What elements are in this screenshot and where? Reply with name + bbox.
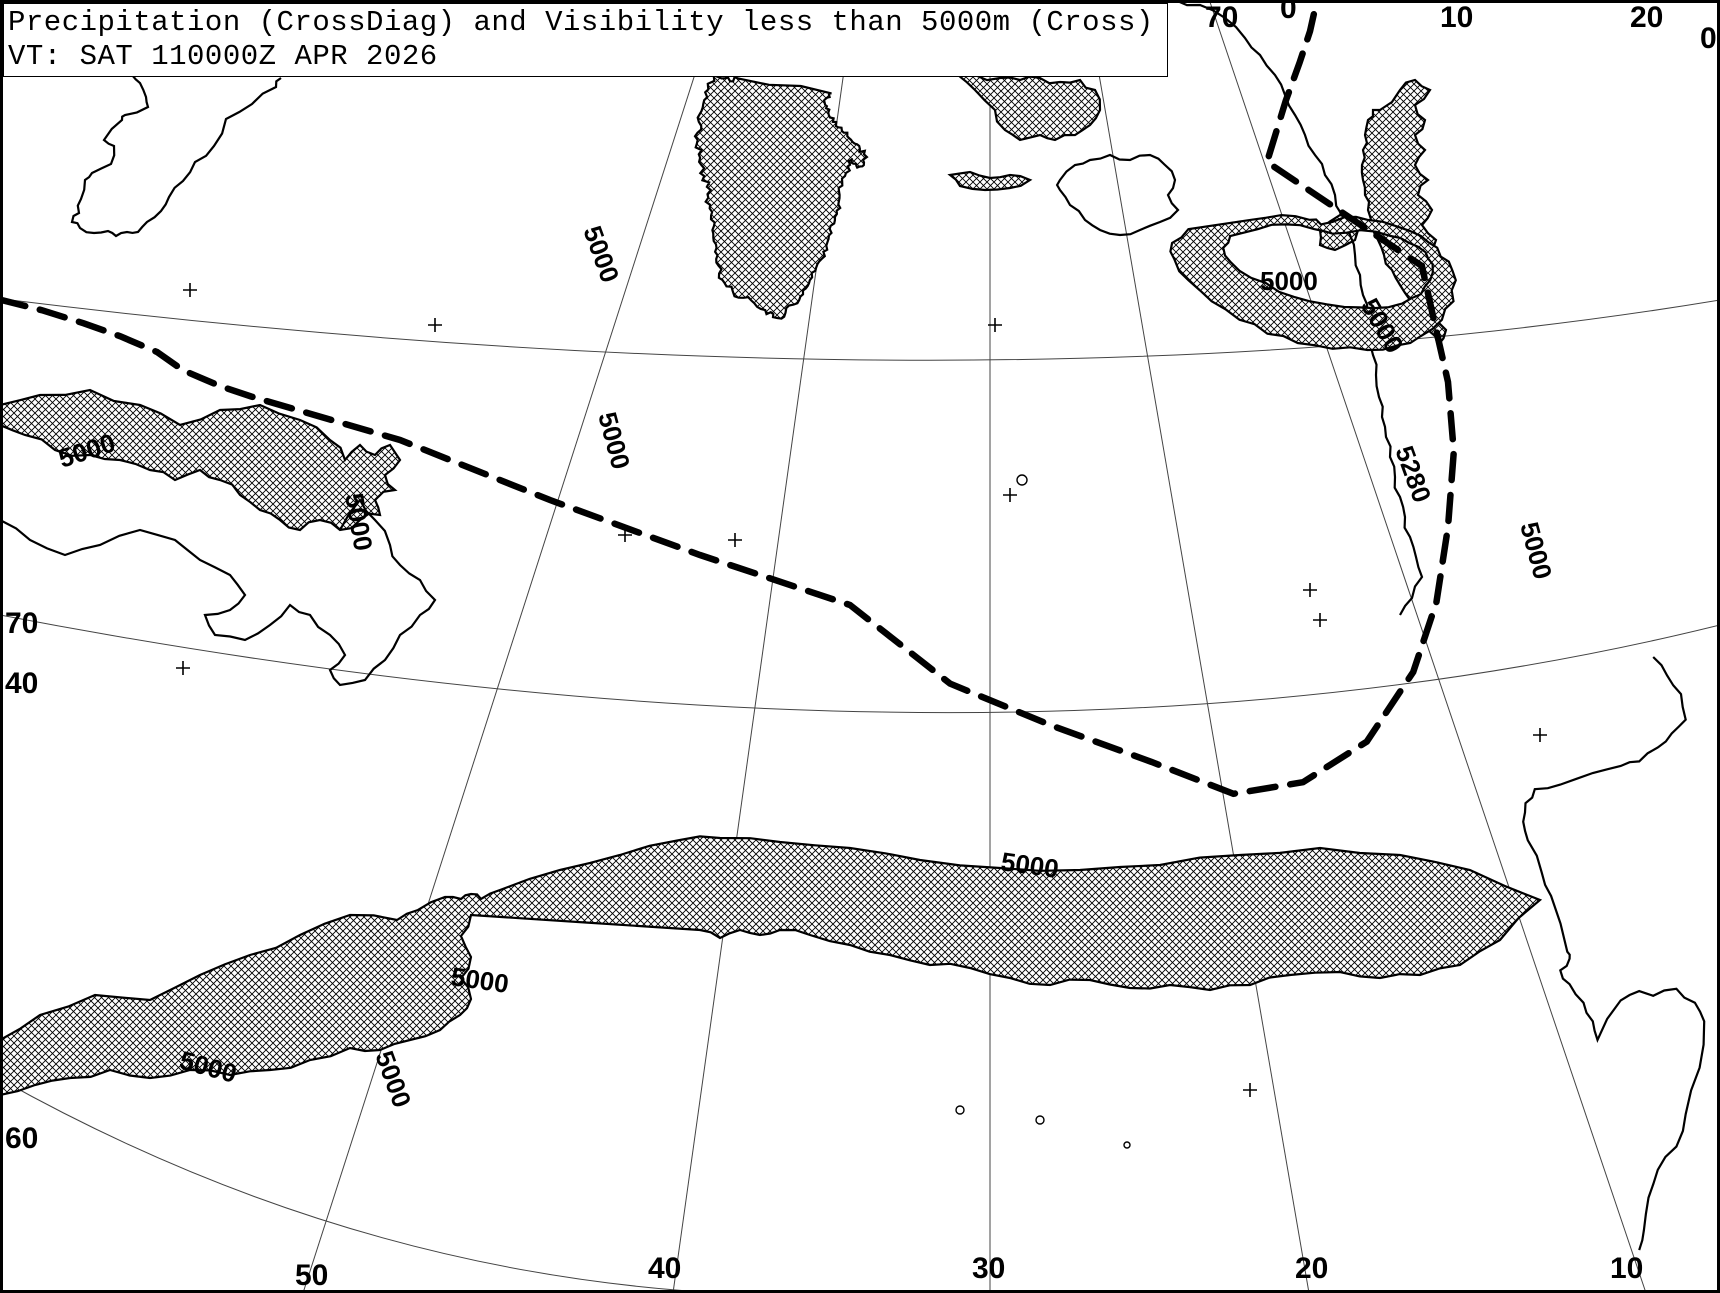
svg-text:40: 40 (648, 1252, 681, 1285)
svg-text:5280: 5280 (1389, 442, 1437, 507)
svg-text:20: 20 (1295, 1252, 1328, 1285)
svg-text:0: 0 (1700, 22, 1717, 55)
svg-text:0: 0 (1280, 0, 1297, 25)
svg-text:30: 30 (972, 1252, 1005, 1285)
svg-text:5000: 5000 (592, 409, 636, 473)
svg-text:20: 20 (1630, 1, 1663, 34)
svg-text:50: 50 (295, 1259, 328, 1292)
svg-text:70: 70 (1205, 1, 1238, 34)
svg-text:40: 40 (5, 667, 38, 700)
svg-text:5000: 5000 (577, 222, 625, 287)
svg-text:10: 10 (1440, 1, 1473, 34)
svg-text:70: 70 (5, 607, 38, 640)
svg-text:10: 10 (1610, 1252, 1643, 1285)
svg-text:5000: 5000 (1260, 266, 1318, 296)
svg-text:5000: 5000 (369, 1047, 417, 1112)
svg-text:5000: 5000 (1514, 519, 1558, 583)
svg-text:60: 60 (5, 1122, 38, 1155)
